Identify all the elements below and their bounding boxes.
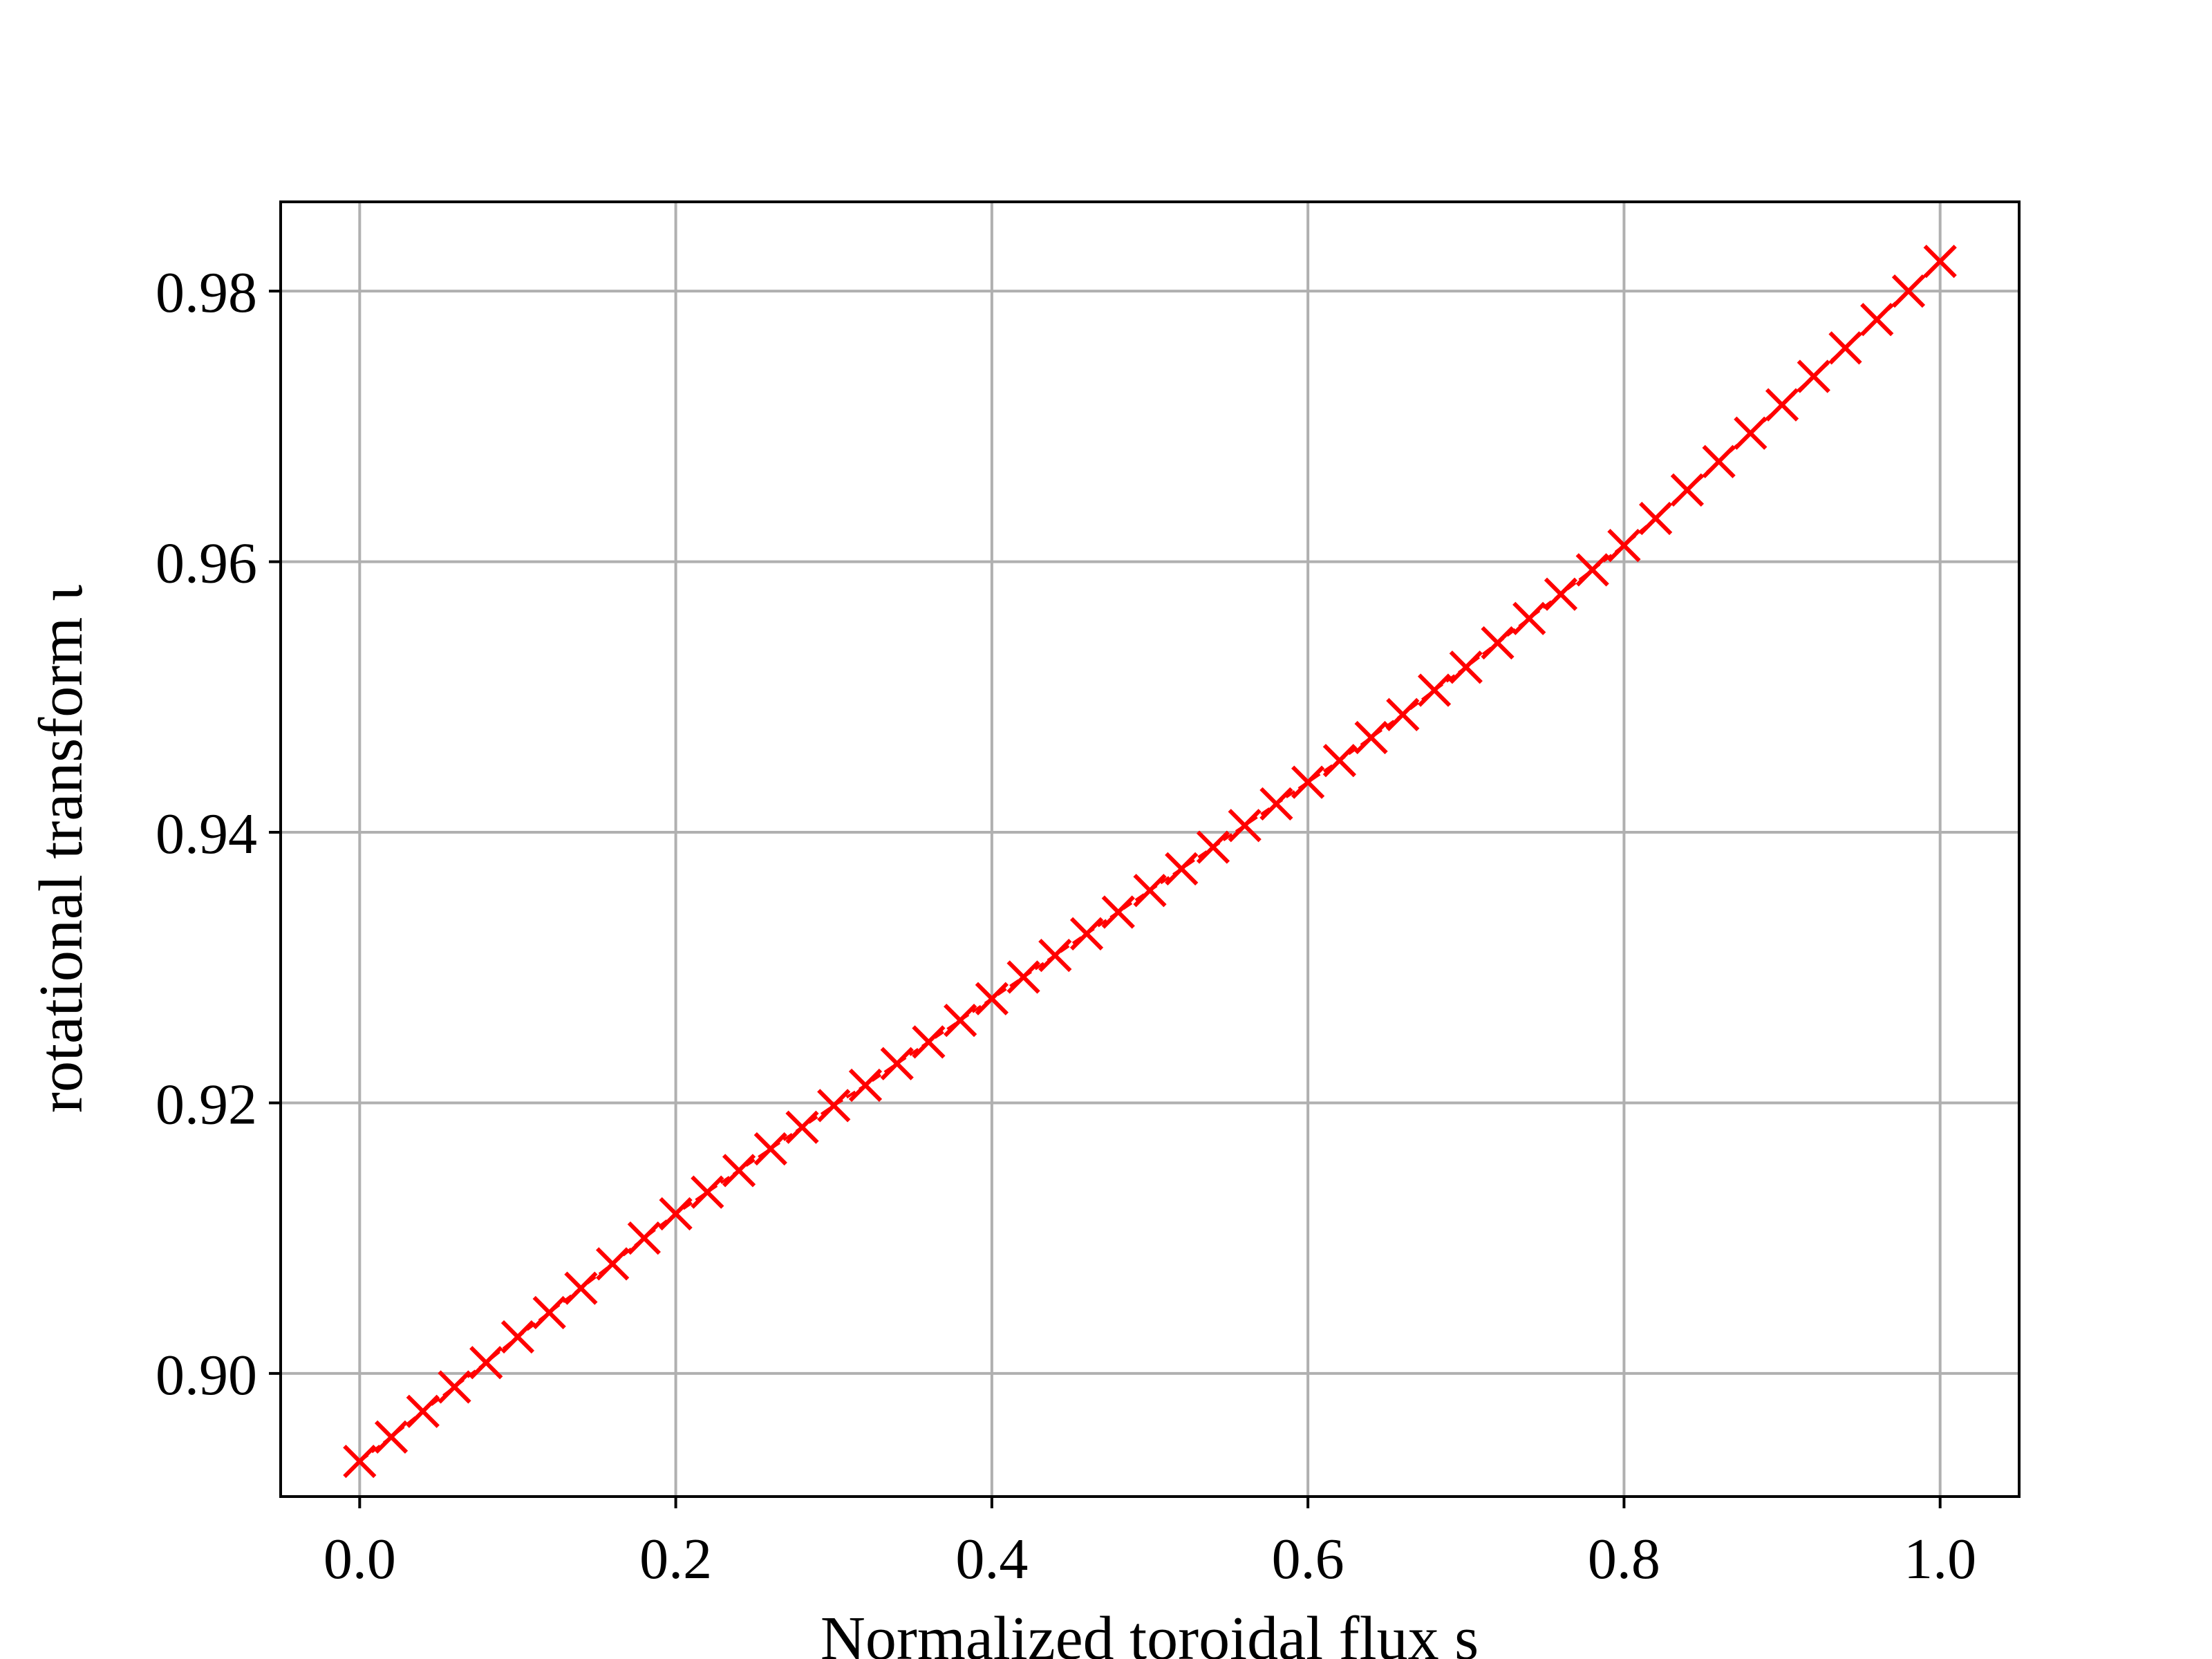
marker [343, 1444, 377, 1479]
marker [1860, 303, 1894, 337]
y-tick-label: 0.90 [156, 1343, 257, 1407]
plot-frame [279, 200, 2021, 1498]
marker [627, 1221, 661, 1255]
marker [944, 1003, 977, 1038]
marker [1322, 744, 1356, 778]
y-tick-label: 0.96 [156, 532, 257, 596]
marker [880, 1047, 914, 1080]
marker [596, 1247, 630, 1281]
marker [1417, 673, 1452, 707]
y-axis-label: rotational transform ι [27, 585, 95, 1113]
marker [1101, 895, 1135, 929]
x-tick-label: 0.8 [1588, 1527, 1660, 1591]
marker [691, 1175, 724, 1209]
marker [1734, 416, 1768, 450]
x-axis-label: Normalized toroidal flux s [821, 1604, 1479, 1659]
marker [1449, 650, 1483, 684]
marker [1575, 553, 1609, 587]
marker [1228, 809, 1262, 843]
x-tick-label: 1.0 [1904, 1527, 1976, 1591]
marker [753, 1132, 787, 1166]
marker [722, 1154, 756, 1188]
x-tick-label: 0.0 [324, 1527, 396, 1591]
marker [469, 1346, 503, 1380]
marker [1891, 274, 1926, 308]
marker [912, 1025, 946, 1059]
marker [1133, 874, 1167, 908]
x-tick-label: 0.6 [1272, 1527, 1344, 1591]
marker [1069, 917, 1104, 950]
marker [500, 1320, 535, 1354]
marker [1165, 852, 1199, 886]
marker [1259, 787, 1293, 821]
y-tick-label: 0.98 [156, 261, 257, 325]
marker [1481, 626, 1515, 660]
marker [1670, 473, 1704, 507]
marker [1639, 501, 1673, 536]
marker [532, 1295, 566, 1329]
y-tick-label: 0.92 [156, 1072, 257, 1136]
marker [1006, 960, 1040, 994]
marker [1544, 577, 1578, 611]
marker [564, 1271, 598, 1305]
marker [1512, 601, 1546, 635]
y-tick-label: 0.94 [156, 802, 257, 866]
marker [1607, 528, 1641, 563]
marker [406, 1394, 440, 1428]
marker [374, 1420, 409, 1454]
marker [659, 1197, 693, 1231]
marker [1765, 388, 1799, 422]
marker [848, 1068, 883, 1103]
marker [1923, 244, 1957, 279]
marker [438, 1370, 471, 1404]
marker [1386, 697, 1420, 731]
marker [1797, 359, 1830, 393]
x-tick-label: 0.2 [639, 1527, 712, 1591]
x-tick-label: 0.4 [955, 1527, 1028, 1591]
marker [785, 1110, 819, 1144]
marker [1702, 444, 1736, 478]
marker [1196, 830, 1230, 864]
marker [975, 982, 1009, 1015]
marker [1291, 765, 1325, 799]
marker [1828, 331, 1862, 365]
marker [817, 1089, 851, 1123]
marker [1038, 939, 1072, 973]
marker [1354, 720, 1388, 755]
